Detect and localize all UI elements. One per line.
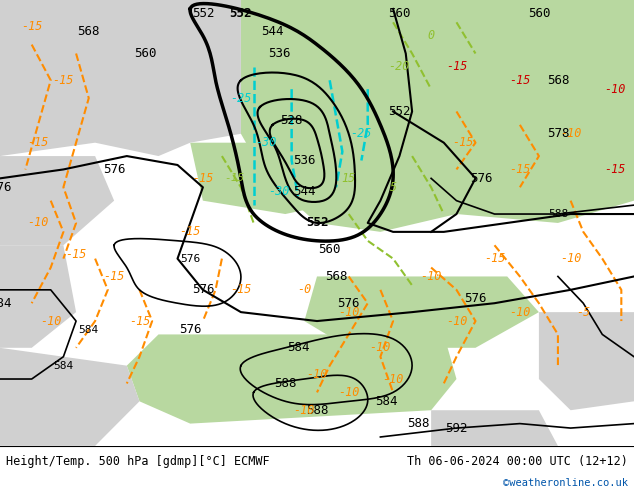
Text: -15: -15 bbox=[509, 74, 531, 87]
Text: 576: 576 bbox=[179, 323, 202, 337]
Text: 568: 568 bbox=[77, 24, 100, 38]
Text: -15: -15 bbox=[484, 252, 505, 265]
Text: -20: -20 bbox=[389, 60, 410, 74]
Polygon shape bbox=[304, 276, 539, 348]
Text: 576: 576 bbox=[470, 172, 493, 185]
Text: -15: -15 bbox=[103, 270, 125, 283]
Polygon shape bbox=[0, 156, 114, 245]
Text: -15: -15 bbox=[446, 60, 467, 74]
Text: 578: 578 bbox=[547, 127, 569, 140]
Text: -10: -10 bbox=[294, 404, 315, 416]
Text: 536: 536 bbox=[293, 154, 316, 167]
Text: -25: -25 bbox=[230, 92, 252, 104]
Text: -25: -25 bbox=[351, 127, 372, 140]
Text: 552: 552 bbox=[388, 105, 411, 118]
Text: 584: 584 bbox=[287, 342, 309, 354]
Text: -15: -15 bbox=[604, 163, 626, 176]
Text: -0: -0 bbox=[297, 283, 311, 296]
Text: 528: 528 bbox=[280, 114, 303, 127]
Text: Height/Temp. 500 hPa [gdmp][°C] ECMWF: Height/Temp. 500 hPa [gdmp][°C] ECMWF bbox=[6, 455, 270, 468]
Text: 584: 584 bbox=[0, 297, 11, 310]
Text: -15: -15 bbox=[27, 136, 49, 149]
Text: -10: -10 bbox=[338, 386, 359, 399]
Polygon shape bbox=[241, 0, 634, 232]
Text: -15: -15 bbox=[509, 163, 531, 176]
Text: -10: -10 bbox=[306, 368, 328, 381]
Text: -15: -15 bbox=[192, 172, 214, 185]
Text: -10: -10 bbox=[604, 83, 626, 96]
Text: -10: -10 bbox=[40, 315, 61, 327]
Text: -10: -10 bbox=[27, 217, 49, 229]
Text: 568: 568 bbox=[325, 270, 347, 283]
Text: -10: -10 bbox=[509, 306, 531, 318]
Text: -15: -15 bbox=[179, 225, 201, 238]
Text: -15: -15 bbox=[53, 74, 74, 87]
Text: -15: -15 bbox=[452, 136, 474, 149]
Text: 5: 5 bbox=[389, 181, 397, 194]
Text: 592: 592 bbox=[445, 421, 468, 435]
Text: 576: 576 bbox=[337, 297, 360, 310]
Text: -15: -15 bbox=[21, 20, 42, 33]
Polygon shape bbox=[431, 410, 558, 446]
Text: -10: -10 bbox=[382, 372, 404, 386]
Text: 576: 576 bbox=[0, 181, 11, 194]
Text: 15: 15 bbox=[342, 172, 356, 185]
Polygon shape bbox=[0, 45, 51, 89]
Text: 544: 544 bbox=[293, 185, 316, 198]
Text: 584: 584 bbox=[375, 395, 398, 408]
Text: 560: 560 bbox=[134, 47, 157, 60]
Text: 536: 536 bbox=[268, 47, 290, 60]
Polygon shape bbox=[127, 334, 456, 423]
Text: 588: 588 bbox=[407, 417, 430, 430]
Text: -10: -10 bbox=[560, 252, 581, 265]
Text: Th 06-06-2024 00:00 UTC (12+12): Th 06-06-2024 00:00 UTC (12+12) bbox=[407, 455, 628, 468]
Text: -30: -30 bbox=[256, 136, 277, 149]
Polygon shape bbox=[0, 348, 139, 446]
Text: -10: -10 bbox=[560, 127, 581, 140]
Text: -15: -15 bbox=[224, 173, 245, 183]
Polygon shape bbox=[0, 0, 241, 156]
Text: 588: 588 bbox=[274, 377, 297, 390]
Text: 588: 588 bbox=[548, 209, 568, 219]
Polygon shape bbox=[0, 245, 76, 348]
Text: 552: 552 bbox=[191, 7, 214, 20]
Text: ©weatheronline.co.uk: ©weatheronline.co.uk bbox=[503, 478, 628, 489]
Text: 552: 552 bbox=[306, 217, 328, 229]
Text: -10: -10 bbox=[370, 342, 391, 354]
Polygon shape bbox=[539, 312, 634, 410]
Text: 568: 568 bbox=[547, 74, 569, 87]
Text: -10: -10 bbox=[420, 270, 442, 283]
Text: -15: -15 bbox=[129, 315, 150, 327]
Text: -15: -15 bbox=[65, 247, 87, 261]
Text: -15: -15 bbox=[230, 283, 252, 296]
Text: 560: 560 bbox=[318, 243, 341, 256]
Text: 584: 584 bbox=[79, 325, 99, 335]
Text: 560: 560 bbox=[527, 7, 550, 20]
Text: 584: 584 bbox=[53, 361, 74, 370]
Text: 576: 576 bbox=[103, 163, 126, 176]
Text: 588: 588 bbox=[306, 404, 328, 416]
Polygon shape bbox=[190, 143, 349, 214]
Text: 576: 576 bbox=[464, 292, 487, 305]
Text: -30: -30 bbox=[268, 185, 290, 198]
Text: 576: 576 bbox=[180, 254, 200, 264]
Text: -5: -5 bbox=[576, 306, 590, 318]
Text: -10: -10 bbox=[338, 306, 359, 318]
Text: 576: 576 bbox=[191, 283, 214, 296]
Text: 560: 560 bbox=[388, 7, 411, 20]
Text: 552: 552 bbox=[230, 7, 252, 20]
Text: -10: -10 bbox=[446, 315, 467, 327]
Text: 0: 0 bbox=[427, 29, 435, 42]
Text: 544: 544 bbox=[261, 24, 284, 38]
